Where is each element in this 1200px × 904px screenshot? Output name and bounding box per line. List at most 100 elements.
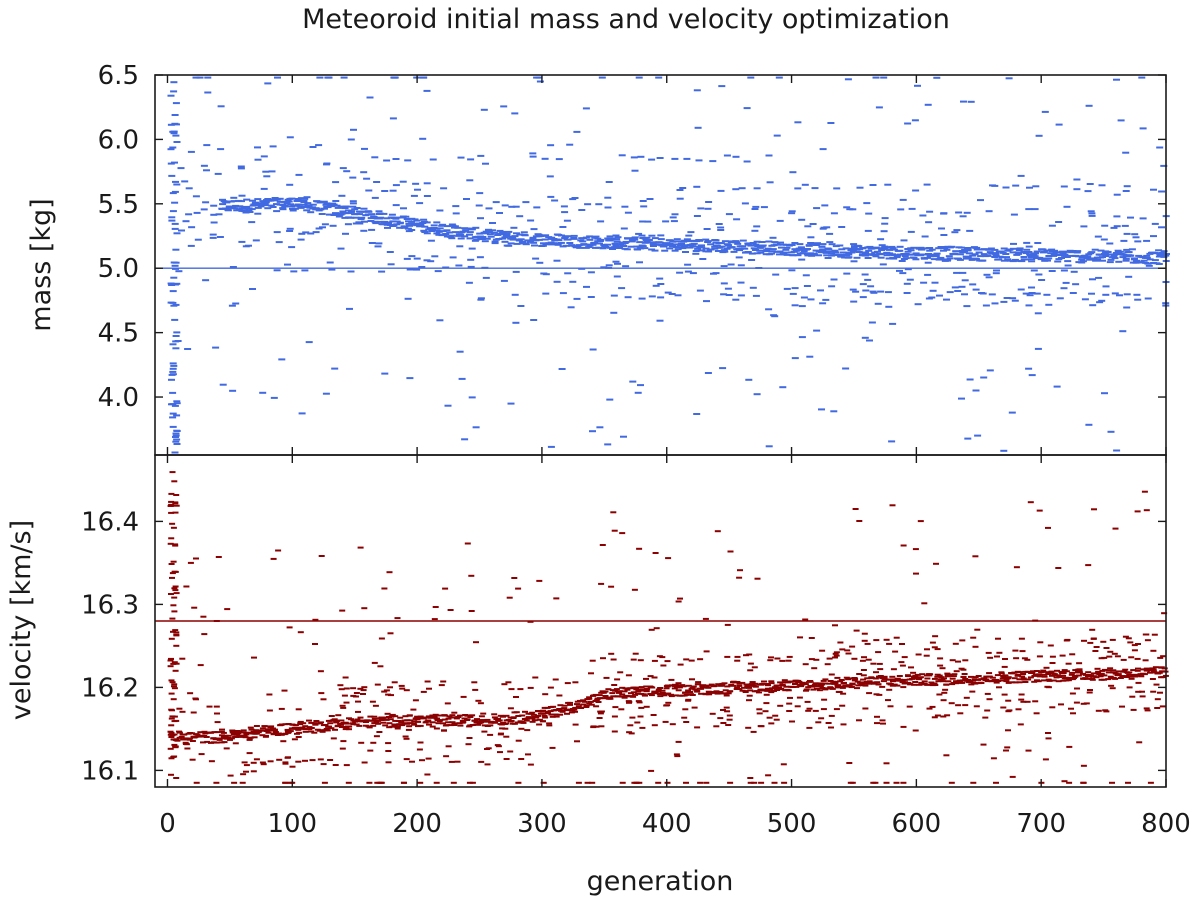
vel-point [478,721,484,724]
mass-point [257,205,265,208]
mass-point [360,229,368,232]
mass-point [167,282,175,285]
vel-point [972,676,979,679]
mass-point [346,307,353,310]
mass-point [449,256,457,259]
mass-point [268,170,276,173]
vel-point [311,731,318,734]
mass-point [578,209,586,211]
vel-point [168,736,175,738]
vel-point [487,733,494,736]
mass-point [828,252,835,255]
mass-point [819,243,827,246]
mass-point [1114,249,1122,252]
vel-point [719,682,726,685]
vel-point [621,696,628,699]
mass-point [904,122,912,125]
mass-point [880,230,888,233]
mass-point [173,232,181,235]
mass-point [794,187,802,190]
vel-point [370,741,377,744]
mass-point [202,279,210,282]
mass-point [920,281,928,284]
mass-point [992,253,1000,256]
vel-point [321,781,328,784]
vel-point [1005,681,1012,684]
vel-point [873,693,880,696]
mass-point [430,224,438,227]
mass-point [809,223,817,225]
vel-point [1143,707,1150,710]
mass-point [1107,258,1115,261]
mass-point [988,293,996,296]
mass-point [416,225,424,228]
vel-point [657,695,664,698]
vel-point [170,560,177,563]
vel-point [642,694,648,697]
mass-point [813,329,821,332]
mass-point [972,288,980,291]
mass-point [676,244,684,246]
mass-point [467,158,475,161]
vel-point [944,714,951,717]
vel-point [611,715,618,718]
mass-point [513,232,520,235]
mass-point [301,206,309,208]
mass-point [267,204,275,207]
mass-point [388,213,396,216]
mass-point [904,268,912,271]
vel-point [1154,707,1161,709]
vel-point [936,674,943,677]
mass-point [1123,293,1131,296]
vel-point [832,680,838,683]
vel-point [739,681,746,684]
vel-point [588,703,595,706]
vel-point [639,688,646,691]
mass-point [1150,188,1157,191]
vel-point [1004,746,1011,749]
vel-point [915,653,922,656]
vel-point [564,682,571,685]
mass-point [693,413,701,415]
vel-point [572,706,579,709]
vel-point [768,680,775,683]
vel-point [913,677,919,680]
mass-point [319,226,326,229]
vel-point [1070,712,1076,715]
mass-point [383,217,391,220]
vel-point [191,606,198,609]
vel-point [1150,670,1157,673]
vel-point [857,684,864,687]
vel-point [1093,676,1100,679]
mass-point [414,188,421,191]
mass-point [1119,256,1127,259]
mass-point [832,251,840,254]
vel-point [792,683,798,685]
vel-point [340,706,347,709]
vel-point [302,759,308,762]
vel-point [1107,675,1114,678]
mass-point [684,263,692,266]
mass-point [651,237,659,240]
mass-point [482,276,490,279]
vel-point [312,618,319,621]
mass-point [168,174,176,177]
vel-point [1011,677,1018,680]
vel-point [168,492,175,495]
mass-point [724,287,732,290]
mass-point [622,240,630,243]
vel-point [173,631,180,634]
vel-point [459,719,466,722]
vel-point [1005,677,1012,680]
vel-point [950,675,957,678]
mass-point [274,76,281,79]
mass-point [723,154,731,157]
vel-point [597,712,604,715]
vel-point [677,663,684,666]
vel-point [286,626,293,629]
vel-point [548,713,555,716]
mass-point [717,189,725,192]
vel-point [192,697,199,700]
mass-point [993,269,1000,272]
vel-point [607,697,614,700]
